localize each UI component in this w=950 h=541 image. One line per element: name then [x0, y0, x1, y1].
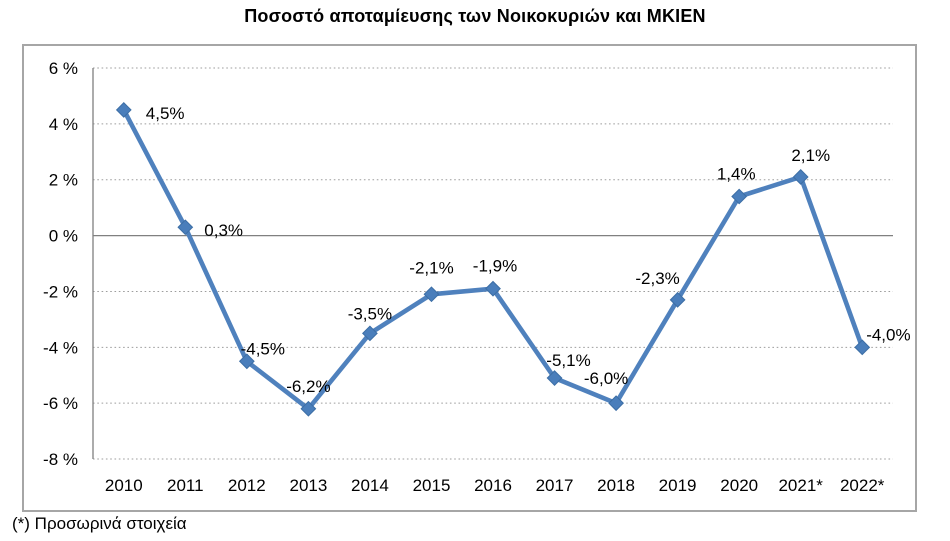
y-tick-label: -6 % — [43, 394, 78, 413]
data-point-marker — [669, 291, 686, 308]
data-point-marker — [731, 188, 748, 205]
y-tick-label: -8 % — [43, 450, 78, 469]
data-label: 2,1% — [791, 146, 830, 165]
chart-title: Ποσοστό αποταμίευσης των Νοικοκυριών και… — [244, 6, 706, 26]
x-tick-label: 2017 — [536, 476, 574, 495]
y-tick-label: -2 % — [43, 283, 78, 302]
x-tick-label: 2020 — [720, 476, 758, 495]
data-point-marker — [485, 280, 501, 297]
y-tick-label: 4 % — [49, 115, 78, 134]
x-tick-label: 2019 — [659, 476, 697, 495]
x-tick-label: 2011 — [167, 476, 204, 495]
x-tick-label: 2018 — [597, 476, 635, 495]
data-label: -5,1% — [546, 351, 590, 370]
data-label: -4,0% — [866, 325, 910, 344]
data-label: 0,3% — [204, 221, 243, 240]
data-point-marker — [177, 219, 194, 236]
y-tick-label: 6 % — [49, 59, 78, 78]
chart-frame — [22, 44, 917, 512]
x-tick-label: 2014 — [351, 476, 389, 495]
data-point-marker — [238, 353, 255, 370]
data-label: -1,9% — [473, 257, 517, 276]
y-tick-label: 0 % — [49, 227, 78, 246]
data-point-marker — [546, 370, 563, 386]
data-point-marker — [423, 286, 440, 303]
data-label: -3,5% — [348, 304, 392, 323]
x-tick-label: 2010 — [105, 476, 143, 495]
data-label: 4,5% — [146, 104, 185, 123]
data-point-marker — [115, 102, 132, 118]
x-tick-label: 2021* — [778, 476, 823, 495]
x-tick-label: 2015 — [413, 476, 451, 495]
x-tick-label: 2016 — [474, 476, 512, 495]
footnote-provisional-data: (*) Προσωρινά στοιχεία — [12, 514, 187, 533]
data-point-marker — [608, 395, 624, 412]
data-label: -2,1% — [409, 258, 453, 277]
y-tick-label: -4 % — [43, 338, 78, 357]
data-point-marker — [792, 169, 809, 185]
data-label: -6,2% — [286, 377, 330, 396]
x-tick-label: 2013 — [289, 476, 327, 495]
data-label: -4,5% — [241, 339, 285, 358]
data-point-marker — [300, 400, 317, 417]
x-tick-label: 2012 — [228, 476, 266, 495]
x-tick-label: 2022* — [840, 476, 885, 495]
data-point-marker — [362, 325, 378, 342]
data-label: -2,3% — [635, 269, 679, 288]
data-label: 1,4% — [717, 165, 756, 184]
data-label: -6,0% — [584, 369, 628, 388]
y-tick-label: 2 % — [49, 171, 78, 190]
data-point-marker — [854, 339, 871, 356]
